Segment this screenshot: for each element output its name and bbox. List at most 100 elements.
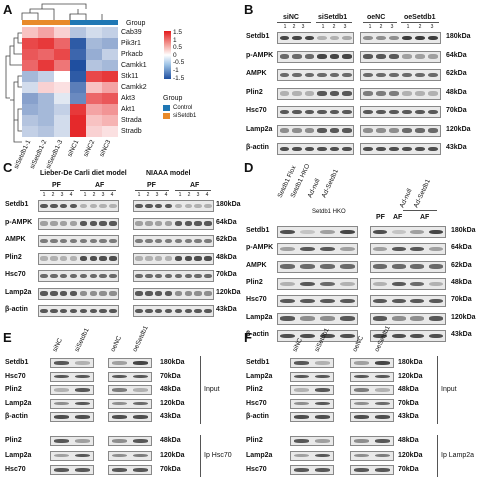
band	[74, 439, 91, 443]
band	[59, 291, 68, 296]
heatmap-cell	[70, 38, 86, 49]
band	[99, 291, 107, 296]
band	[339, 281, 355, 287]
heatmap-cell	[70, 82, 86, 93]
kda-label: 48kDa	[398, 437, 419, 444]
heatmap-cell	[22, 115, 38, 126]
blot-strip	[38, 235, 119, 247]
band	[415, 91, 426, 96]
band	[293, 439, 310, 443]
heatmap-cell	[38, 93, 54, 104]
row-label-plin2: Plin2	[5, 253, 22, 261]
lane-number: 2	[146, 192, 150, 198]
band	[415, 72, 426, 78]
b-group-oenc: oeNC	[367, 14, 386, 21]
kda-label: 70kDa	[446, 107, 467, 114]
band	[410, 281, 425, 287]
heatmap-cell	[22, 27, 38, 38]
lane-number: 2	[332, 24, 336, 30]
heatmap-cell	[38, 82, 54, 93]
band	[293, 401, 310, 406]
heatmap-row-camkk2: Camkk2	[121, 83, 147, 91]
band	[79, 273, 88, 279]
heatmap-cell	[54, 71, 70, 82]
f-ip-label: Ip Lamp2a	[441, 452, 475, 459]
band	[375, 54, 386, 59]
band	[194, 203, 202, 209]
kda-label: 48kDa	[216, 253, 237, 261]
band	[99, 273, 107, 279]
band	[59, 221, 68, 226]
band	[317, 72, 327, 78]
blot-strip	[370, 226, 446, 238]
band	[300, 264, 316, 269]
heatmap-row-stk11: Stk11	[121, 72, 139, 80]
heatmap-row-prkacb: Prkacb	[121, 50, 143, 58]
legend-control-label: Control	[173, 105, 193, 111]
band	[375, 146, 386, 152]
blot-strip	[38, 287, 119, 300]
c-bracket-2	[80, 190, 116, 191]
band	[304, 35, 314, 41]
band	[317, 91, 327, 96]
legend-sisetdb1-label: siSetdb1	[173, 113, 197, 119]
row-label-actin: β-actin	[5, 306, 28, 313]
scale-label: 1.5	[173, 29, 183, 36]
lane-number: 2	[51, 192, 55, 198]
band	[391, 264, 406, 269]
band	[279, 35, 289, 41]
band	[292, 128, 302, 133]
row-label-lamp2a: Lamp2a	[246, 125, 273, 133]
band	[53, 468, 70, 472]
band	[59, 203, 68, 209]
band	[89, 238, 98, 244]
kda-label: 43kDa	[216, 306, 237, 313]
kda-label: 64kDa	[451, 244, 472, 252]
blot-strip	[133, 200, 214, 212]
band	[410, 229, 425, 235]
blot-strip	[50, 371, 94, 382]
row-label-lamp2a: Lamp2a	[5, 399, 32, 407]
kda-label: 180kDa	[216, 201, 241, 208]
band	[111, 374, 128, 379]
f-input-bracket	[437, 356, 438, 424]
d-bracket	[403, 210, 437, 211]
band	[304, 109, 314, 115]
band	[314, 439, 331, 443]
band	[89, 256, 98, 261]
heatmap-color-scale	[164, 31, 171, 79]
band	[373, 264, 388, 269]
band	[111, 439, 128, 443]
band	[428, 72, 439, 78]
band	[415, 109, 426, 115]
row-label-hsc70: Hsc70	[246, 296, 267, 304]
band	[300, 247, 316, 252]
band	[293, 415, 310, 419]
row-label-setdb1: Setdb1	[246, 33, 270, 40]
e-input-label: Input	[204, 386, 220, 393]
band	[428, 91, 439, 96]
band	[388, 128, 399, 133]
heatmap-cell	[102, 82, 118, 93]
row-label-hsc70: Hsc70	[246, 466, 267, 473]
band	[428, 54, 439, 59]
band	[319, 298, 335, 304]
band	[292, 35, 302, 41]
scale-label: -1.5	[173, 74, 185, 82]
blot-strip	[350, 436, 394, 446]
e-ip-label: Ip Hsc70	[204, 452, 232, 459]
band	[362, 91, 373, 96]
blot-strip	[133, 217, 214, 230]
band	[375, 128, 386, 133]
band	[135, 256, 143, 261]
kda-label: 70kDa	[160, 372, 181, 380]
band	[109, 291, 117, 296]
b-group-sinc: siNC	[283, 14, 299, 21]
kda-label: 120kDa	[446, 125, 471, 133]
band	[402, 146, 413, 152]
band	[194, 308, 202, 314]
blot-strip	[50, 412, 94, 422]
kda-label: 180kDa	[398, 359, 423, 366]
band	[319, 229, 335, 235]
lane-number: 1	[42, 192, 46, 198]
